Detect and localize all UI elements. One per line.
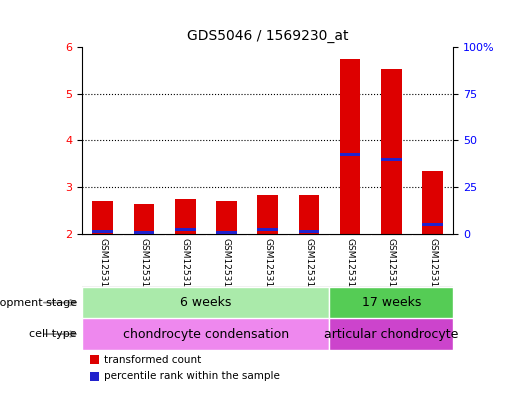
Text: 6 weeks: 6 weeks <box>180 296 232 309</box>
Text: GSM1253159: GSM1253159 <box>222 238 231 299</box>
Bar <box>216 201 237 234</box>
Text: GSM1253170: GSM1253170 <box>428 238 437 299</box>
Text: transformed count: transformed count <box>104 354 201 365</box>
Bar <box>134 231 154 234</box>
Bar <box>92 230 113 233</box>
Bar <box>165 47 206 234</box>
Bar <box>330 318 453 350</box>
Text: GSM1253169: GSM1253169 <box>387 238 396 299</box>
Bar <box>175 228 196 231</box>
Text: GSM1253156: GSM1253156 <box>98 238 107 299</box>
Text: GSM1253160: GSM1253160 <box>263 238 272 299</box>
Text: GSM1253168: GSM1253168 <box>346 238 355 299</box>
Text: chondrocyte condensation: chondrocyte condensation <box>123 327 289 341</box>
Bar <box>381 158 402 161</box>
Bar <box>82 318 330 350</box>
Bar <box>82 47 123 234</box>
Bar <box>247 47 288 234</box>
Bar <box>422 171 443 234</box>
Bar <box>216 231 237 234</box>
Title: GDS5046 / 1569230_at: GDS5046 / 1569230_at <box>187 29 348 43</box>
Bar <box>298 230 319 233</box>
Bar <box>422 223 443 226</box>
Text: percentile rank within the sample: percentile rank within the sample <box>104 371 280 381</box>
Bar <box>340 59 360 234</box>
Text: development stage: development stage <box>0 298 77 308</box>
Bar <box>340 153 360 156</box>
Bar <box>330 287 453 318</box>
Text: 17 weeks: 17 weeks <box>361 296 421 309</box>
Text: GSM1253158: GSM1253158 <box>181 238 190 299</box>
Bar <box>90 372 99 380</box>
Bar <box>381 69 402 234</box>
Text: articular chondrocyte: articular chondrocyte <box>324 327 458 341</box>
Text: GSM1253157: GSM1253157 <box>139 238 148 299</box>
Bar <box>298 195 319 234</box>
Bar <box>412 47 453 234</box>
Bar <box>288 47 330 234</box>
Bar <box>175 199 196 234</box>
Bar <box>90 355 99 364</box>
Bar <box>206 47 247 234</box>
Bar <box>370 47 412 234</box>
Bar <box>134 204 154 234</box>
Text: cell type: cell type <box>29 329 77 339</box>
Bar <box>258 195 278 234</box>
Text: GSM1253161: GSM1253161 <box>304 238 313 299</box>
Bar <box>82 287 330 318</box>
Bar <box>258 228 278 231</box>
Bar <box>330 47 370 234</box>
Bar <box>92 201 113 234</box>
Bar <box>123 47 165 234</box>
